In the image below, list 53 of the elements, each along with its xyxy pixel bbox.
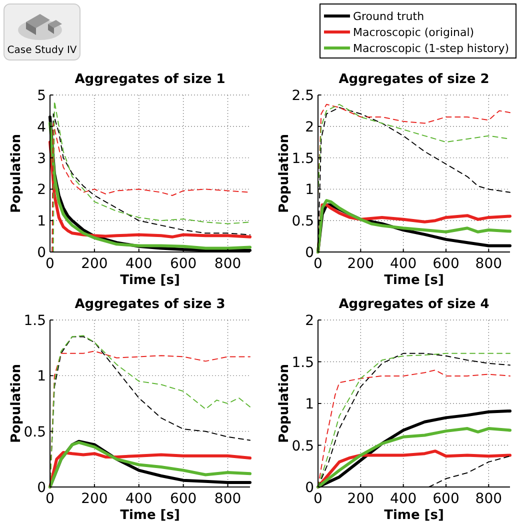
y-axis-title: Population xyxy=(277,364,292,444)
y-tick-label: 3 xyxy=(37,150,46,167)
x-axis-title: Time [s] xyxy=(120,508,180,522)
x-tick-label: 800 xyxy=(214,491,242,507)
x-tick-label: 200 xyxy=(347,256,374,272)
y-tick-label: 0.5 xyxy=(292,214,314,230)
y-tick-label: 0.5 xyxy=(24,424,46,440)
y-tick-label: 0.5 xyxy=(292,438,314,454)
chart-title: Aggregates of size 2 xyxy=(338,72,490,87)
y-tick-label: 5 xyxy=(37,88,46,104)
x-tick-label: 600 xyxy=(432,256,460,272)
x-tick-label: 200 xyxy=(347,491,374,507)
y-axis-title: Population xyxy=(9,364,24,444)
y-axis-title: Population xyxy=(277,134,292,214)
x-tick-label: 200 xyxy=(81,491,108,507)
legend-label: Ground truth xyxy=(353,10,424,23)
x-axis-title: Time [s] xyxy=(384,508,444,522)
x-tick-label: 600 xyxy=(170,256,197,272)
y-tick-label: 2 xyxy=(37,182,46,198)
y-tick-label: 2 xyxy=(305,119,314,136)
x-axis-title: Time [s] xyxy=(120,273,180,288)
x-tick-label: 400 xyxy=(390,256,417,272)
y-tick-label: 1.5 xyxy=(24,313,46,329)
y-tick-label: 1 xyxy=(37,368,46,385)
y-axis-title: Population xyxy=(9,134,24,214)
y-tick-label: 0 xyxy=(37,245,46,261)
chart-title: Aggregates of size 4 xyxy=(338,297,490,312)
x-tick-label: 600 xyxy=(170,491,197,507)
x-tick-label: 600 xyxy=(432,491,460,507)
y-tick-label: 1.5 xyxy=(292,150,314,167)
y-tick-label: 1.5 xyxy=(292,354,314,371)
y-tick-label: 1 xyxy=(305,396,314,412)
chart-title: Aggregates of size 1 xyxy=(74,72,226,87)
legend-label: Macroscopic (1-step history) xyxy=(353,42,510,55)
legend-label: Macroscopic (original) xyxy=(353,26,474,39)
y-tick-label: 2 xyxy=(305,313,314,329)
y-tick-label: 1 xyxy=(305,182,314,198)
x-tick-label: 800 xyxy=(475,491,502,507)
x-tick-label: 400 xyxy=(126,256,152,272)
x-tick-label: 400 xyxy=(390,491,417,507)
y-tick-label: 2.5 xyxy=(292,88,314,104)
y-tick-label: 4 xyxy=(37,119,46,136)
chart-title: Aggregates of size 3 xyxy=(74,297,226,312)
text: Case Study IV xyxy=(7,45,77,56)
y-tick-label: 1 xyxy=(37,214,46,230)
x-tick-label: 800 xyxy=(214,256,242,272)
x-tick-label: 400 xyxy=(126,491,152,507)
x-tick-label: 800 xyxy=(475,256,502,272)
x-axis-title: Time [s] xyxy=(384,273,444,288)
y-tick-label: 0 xyxy=(305,480,314,496)
y-tick-label: 0 xyxy=(305,245,314,261)
y-tick-label: 0 xyxy=(37,480,46,496)
x-tick-label: 200 xyxy=(81,256,108,272)
